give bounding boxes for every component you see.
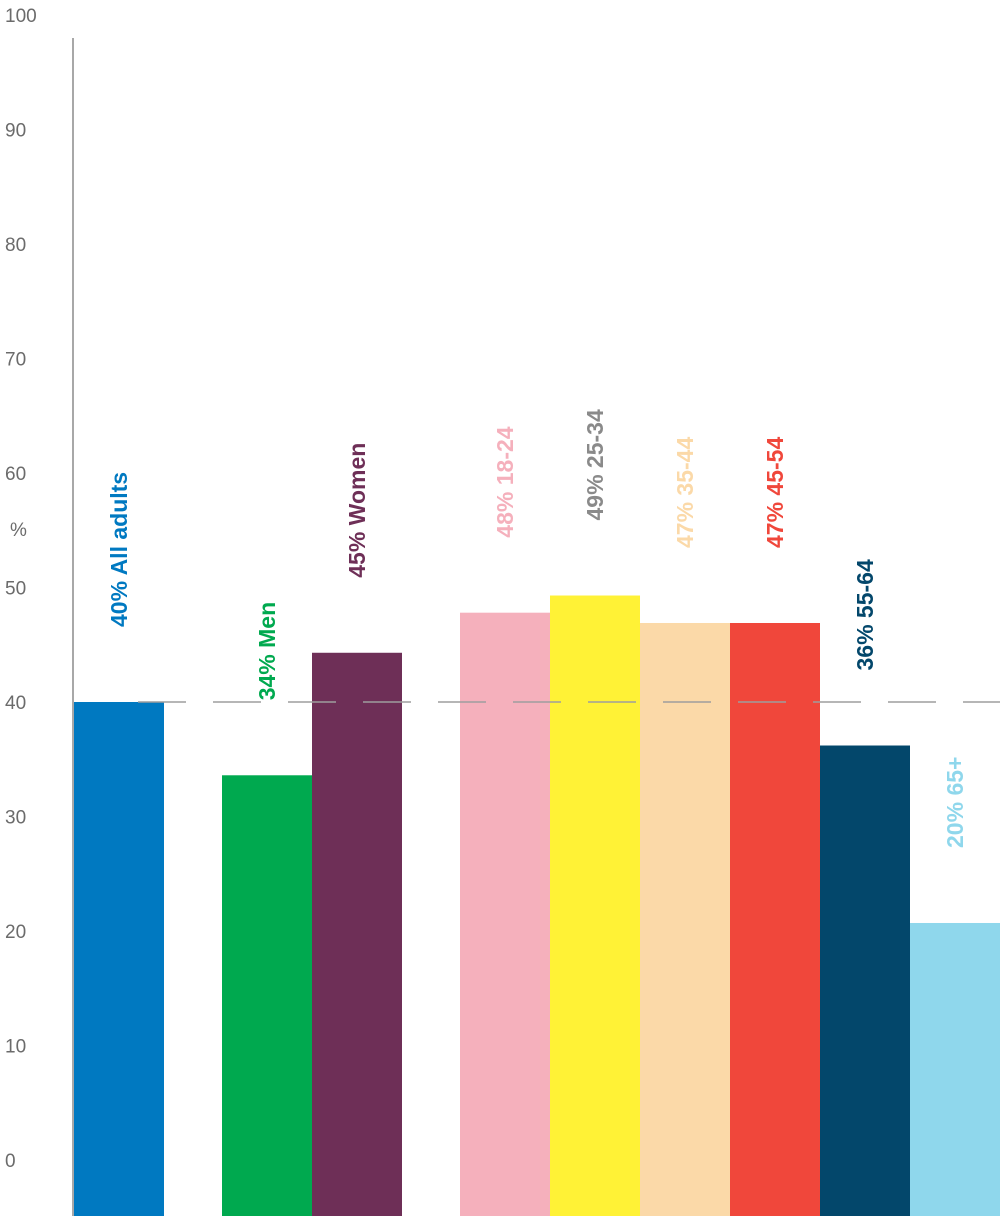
y-tick-label: 70 (5, 350, 26, 371)
bar (74, 702, 164, 1216)
y-tick-label: 60 (5, 464, 26, 485)
y-tick-label: 0 (5, 1151, 16, 1172)
y-tick-label: 30 (5, 808, 26, 829)
bar-data-label: 49% 25-34 (582, 409, 608, 520)
bar-data-label: 36% 55-64 (852, 559, 878, 670)
bar (222, 775, 312, 1216)
bar-data-label: 34% Men (254, 602, 280, 700)
bar-data-label: 45% Women (344, 443, 370, 578)
bar-data-label: 48% 18-24 (492, 426, 518, 537)
y-tick-label: 20 (5, 922, 26, 943)
bar (910, 922, 1000, 1216)
bar-data-label: 47% 35-44 (672, 437, 698, 548)
y-tick-label: 90 (5, 121, 26, 142)
y-tick-label: 100 (5, 6, 37, 27)
y-axis-label: % (10, 520, 27, 541)
y-tick-label: 10 (5, 1037, 26, 1058)
bar (640, 622, 730, 1216)
y-axis-ticks: 0 10 20 30 40 50 60 70 80 90 100 (5, 6, 37, 1172)
bar (460, 612, 550, 1216)
bar-data-label: 40% All adults (106, 472, 132, 627)
bar (312, 652, 402, 1216)
bar-data-label: 20% 65+ (942, 757, 968, 848)
y-tick-label: 40 (5, 693, 26, 714)
bar-labels: 40% All adults 34% Men 45% Women 48% 18-24 4… (106, 409, 968, 848)
bar (730, 622, 820, 1216)
bar (550, 595, 640, 1216)
bars (74, 595, 1000, 1216)
bar (820, 745, 910, 1216)
y-tick-label: 80 (5, 235, 26, 256)
bar-data-label: 47% 45-54 (762, 437, 788, 548)
y-tick-label: 50 (5, 579, 26, 600)
